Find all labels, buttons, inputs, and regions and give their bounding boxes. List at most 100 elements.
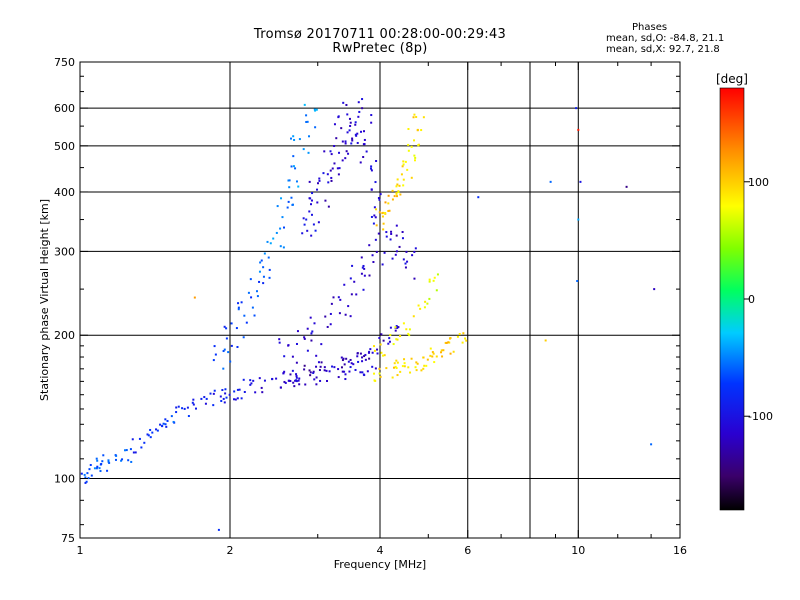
data-point bbox=[298, 138, 301, 141]
data-point bbox=[258, 270, 261, 273]
data-point bbox=[305, 114, 308, 117]
data-point bbox=[403, 362, 406, 365]
colorbar-tick-label: -100 bbox=[748, 410, 773, 423]
data-point bbox=[250, 382, 253, 385]
data-point bbox=[358, 110, 361, 113]
data-point bbox=[394, 329, 397, 332]
data-point bbox=[395, 325, 398, 328]
data-point bbox=[302, 217, 305, 220]
data-point bbox=[653, 288, 656, 291]
phases-heading: Phases bbox=[632, 22, 668, 33]
data-point bbox=[400, 173, 403, 176]
data-point bbox=[417, 144, 420, 147]
data-point bbox=[237, 308, 240, 311]
data-point bbox=[407, 366, 410, 369]
x-tick-label: 2 bbox=[227, 544, 234, 557]
data-point bbox=[341, 140, 344, 143]
data-point bbox=[295, 373, 298, 376]
data-point bbox=[401, 165, 404, 168]
data-point bbox=[313, 108, 316, 111]
data-point bbox=[416, 128, 419, 131]
data-point bbox=[388, 340, 391, 343]
data-point bbox=[377, 197, 380, 200]
data-point bbox=[372, 261, 375, 264]
data-point bbox=[240, 397, 243, 400]
data-point bbox=[394, 253, 397, 256]
chart-title: Tromsø 20170711 00:28:00-00:29:43 bbox=[253, 27, 507, 42]
data-point bbox=[326, 173, 329, 176]
data-point bbox=[381, 215, 384, 218]
data-point bbox=[395, 359, 398, 362]
data-point bbox=[254, 391, 257, 394]
data-point bbox=[404, 160, 407, 163]
data-point bbox=[271, 378, 274, 381]
data-point bbox=[121, 458, 124, 461]
data-point bbox=[278, 341, 281, 344]
data-point bbox=[233, 398, 236, 401]
data-point bbox=[397, 191, 400, 194]
data-point bbox=[269, 242, 272, 245]
data-point bbox=[348, 129, 351, 132]
data-point bbox=[172, 420, 175, 423]
data-point bbox=[374, 238, 377, 241]
data-point bbox=[292, 135, 295, 138]
data-point bbox=[399, 335, 402, 338]
data-point bbox=[258, 377, 261, 380]
data-point bbox=[417, 304, 420, 307]
data-point bbox=[410, 176, 413, 179]
data-point bbox=[575, 107, 578, 110]
data-point bbox=[370, 169, 373, 172]
data-point bbox=[227, 351, 230, 354]
data-point bbox=[337, 116, 340, 119]
data-point bbox=[391, 189, 394, 192]
data-point bbox=[361, 98, 364, 101]
data-point bbox=[194, 407, 197, 410]
data-point bbox=[456, 335, 459, 338]
data-point bbox=[359, 371, 362, 374]
data-point bbox=[306, 349, 309, 352]
data-point bbox=[345, 103, 348, 106]
data-point bbox=[263, 252, 266, 255]
data-point bbox=[155, 428, 158, 431]
data-points bbox=[80, 98, 656, 531]
data-point bbox=[357, 115, 360, 118]
data-point bbox=[404, 266, 407, 269]
data-point bbox=[393, 362, 396, 365]
data-point bbox=[262, 282, 265, 285]
data-point bbox=[385, 235, 388, 238]
data-point bbox=[395, 367, 398, 370]
data-point bbox=[301, 232, 304, 235]
data-point bbox=[250, 296, 253, 299]
data-point bbox=[96, 459, 99, 462]
data-point bbox=[409, 371, 412, 374]
axis-ticks: 1 2 4 6 10 16 75 100 200 300 400 500 600 750 bbox=[54, 56, 687, 557]
data-point bbox=[407, 143, 410, 146]
data-point bbox=[378, 211, 381, 214]
data-point bbox=[314, 229, 317, 232]
data-point bbox=[344, 142, 347, 145]
data-point bbox=[283, 226, 286, 229]
data-point bbox=[356, 352, 359, 355]
data-point bbox=[447, 341, 450, 344]
data-point bbox=[156, 429, 159, 432]
data-point bbox=[268, 276, 271, 279]
data-point bbox=[404, 262, 407, 265]
data-point bbox=[350, 142, 353, 145]
data-point bbox=[288, 179, 291, 182]
x-tick-label: 4 bbox=[377, 544, 384, 557]
data-point bbox=[175, 406, 178, 409]
data-point bbox=[242, 336, 245, 339]
data-point bbox=[324, 315, 327, 318]
data-point bbox=[308, 210, 311, 213]
data-point bbox=[84, 481, 87, 484]
data-point bbox=[363, 130, 366, 133]
data-point bbox=[390, 230, 393, 233]
colorbar-tick-label: 100 bbox=[748, 176, 769, 189]
data-point bbox=[369, 348, 372, 351]
data-point bbox=[371, 365, 374, 368]
data-point bbox=[234, 398, 237, 401]
data-point bbox=[295, 375, 298, 378]
data-point bbox=[403, 365, 406, 368]
data-point bbox=[379, 343, 382, 346]
